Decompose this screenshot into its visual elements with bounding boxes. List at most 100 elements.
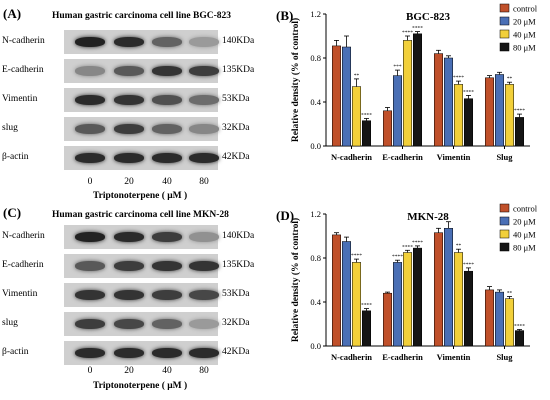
blot-band — [152, 290, 182, 300]
blot-band — [152, 348, 182, 358]
blot-band — [75, 261, 105, 271]
legend-label: 80 μM — [513, 243, 536, 253]
bar — [393, 75, 402, 147]
blot-band — [114, 319, 144, 329]
panel-letter: (D) — [276, 208, 294, 223]
blot-band — [152, 95, 182, 105]
blot-band — [152, 319, 182, 329]
chart-title: MKN-28 — [407, 211, 449, 223]
blot-row-label: β-actin — [2, 347, 29, 357]
blot-band — [75, 66, 105, 76]
y-axis-label: Relative density (% of control) — [290, 18, 301, 142]
blot-band — [189, 290, 219, 300]
bar — [383, 292, 392, 347]
blot-kda-label: 53KDa — [222, 94, 250, 104]
bar — [515, 330, 524, 347]
blot-band — [189, 124, 219, 134]
blot-band — [114, 232, 144, 242]
dose-label: 20 — [124, 366, 134, 376]
legend-swatch — [499, 3, 510, 13]
dose-label: 0 — [87, 177, 93, 187]
bar-chart-mkn28: (D) MKN-28 Relative density (% of control)… — [276, 203, 538, 363]
blot-band — [75, 348, 105, 358]
bar-chart-bgc823: (B) BGC-823 Relative density (% of control… — [276, 3, 538, 163]
blot-band — [189, 232, 219, 242]
legend-swatch — [499, 242, 510, 252]
bar — [515, 117, 524, 147]
blot-band — [75, 95, 105, 105]
blot-strip — [64, 117, 219, 141]
significance-label: **** — [412, 240, 423, 246]
bar — [383, 110, 392, 147]
blot-band — [114, 124, 144, 134]
legend-swatch — [499, 229, 510, 239]
blot-band — [152, 124, 182, 134]
x-tick-label: N-cadherin — [331, 152, 372, 162]
blot-title: Human gastric carcinoma cell line BGC-82… — [52, 11, 231, 21]
significance-label: ** — [354, 73, 360, 79]
blot-strip — [64, 88, 219, 112]
blot-band — [189, 261, 219, 271]
significance-label: **** — [514, 108, 525, 114]
blot-band — [152, 37, 182, 47]
bar — [495, 291, 504, 347]
blot-strip — [64, 283, 219, 307]
blot-band — [189, 66, 219, 76]
legend-swatch — [499, 203, 510, 213]
legend-label: 80 μM — [513, 43, 536, 53]
significance-label: **** — [463, 89, 474, 95]
blot-band — [152, 66, 182, 76]
x-tick-label: Vimentin — [437, 152, 471, 162]
blot-band — [75, 232, 105, 242]
x-tick-label: Slug — [496, 152, 513, 162]
bar — [332, 45, 341, 147]
blot-band — [114, 290, 144, 300]
y-tick-label: 1.2 — [310, 9, 321, 19]
bar — [434, 53, 443, 147]
blot-kda-label: 32KDa — [222, 318, 250, 328]
significance-label: **** — [392, 254, 403, 260]
chart-title: BGC-823 — [406, 11, 451, 23]
blot-kda-label: 140KDa — [222, 231, 255, 241]
blot-row-label: slug — [2, 318, 18, 328]
legend-swatch — [499, 29, 510, 39]
bar — [342, 241, 351, 347]
y-tick-label: 0.4 — [310, 297, 321, 307]
bar — [362, 310, 371, 347]
panel-letter: (B) — [276, 8, 293, 23]
blot-row-label: Vimentin — [2, 289, 38, 299]
significance-label: **** — [361, 303, 372, 309]
y-axis-label: Relative density (% of control) — [290, 218, 301, 342]
x-tick-label: N-cadherin — [331, 352, 372, 362]
blot-x-label: Triptonoterpene ( μM ) — [93, 381, 188, 391]
bar — [413, 33, 422, 147]
x-tick-label: E-cadherin — [382, 152, 423, 162]
bar — [454, 252, 463, 347]
legend-label: control — [513, 4, 538, 14]
bar — [403, 252, 412, 347]
y-tick-label: 0.8 — [310, 253, 321, 263]
significance-label: **** — [453, 75, 464, 81]
blot-row-label: β-actin — [2, 152, 29, 162]
dose-label: 0 — [87, 366, 93, 376]
significance-label: **** — [412, 26, 423, 32]
bar — [454, 84, 463, 147]
significance-label: **** — [402, 244, 413, 250]
blot-x-label: Triptonoterpene ( μM ) — [93, 191, 188, 201]
legend-label: 40 μM — [513, 230, 536, 240]
bar — [505, 84, 514, 147]
bar — [485, 77, 494, 147]
bar — [413, 247, 422, 347]
dose-label: 40 — [162, 177, 172, 187]
blot-kda-label: 32KDa — [222, 123, 250, 133]
dose-label: 40 — [162, 366, 172, 376]
y-tick-label: 0.0 — [310, 341, 321, 351]
legend-swatch — [499, 42, 510, 52]
blot-kda-label: 140KDa — [222, 36, 255, 46]
blot-strip — [64, 254, 219, 278]
significance-label: ** — [507, 76, 513, 82]
blot-strip — [64, 225, 219, 249]
bar — [464, 270, 473, 347]
blot-band — [189, 153, 219, 163]
dose-label: 20 — [124, 177, 134, 187]
